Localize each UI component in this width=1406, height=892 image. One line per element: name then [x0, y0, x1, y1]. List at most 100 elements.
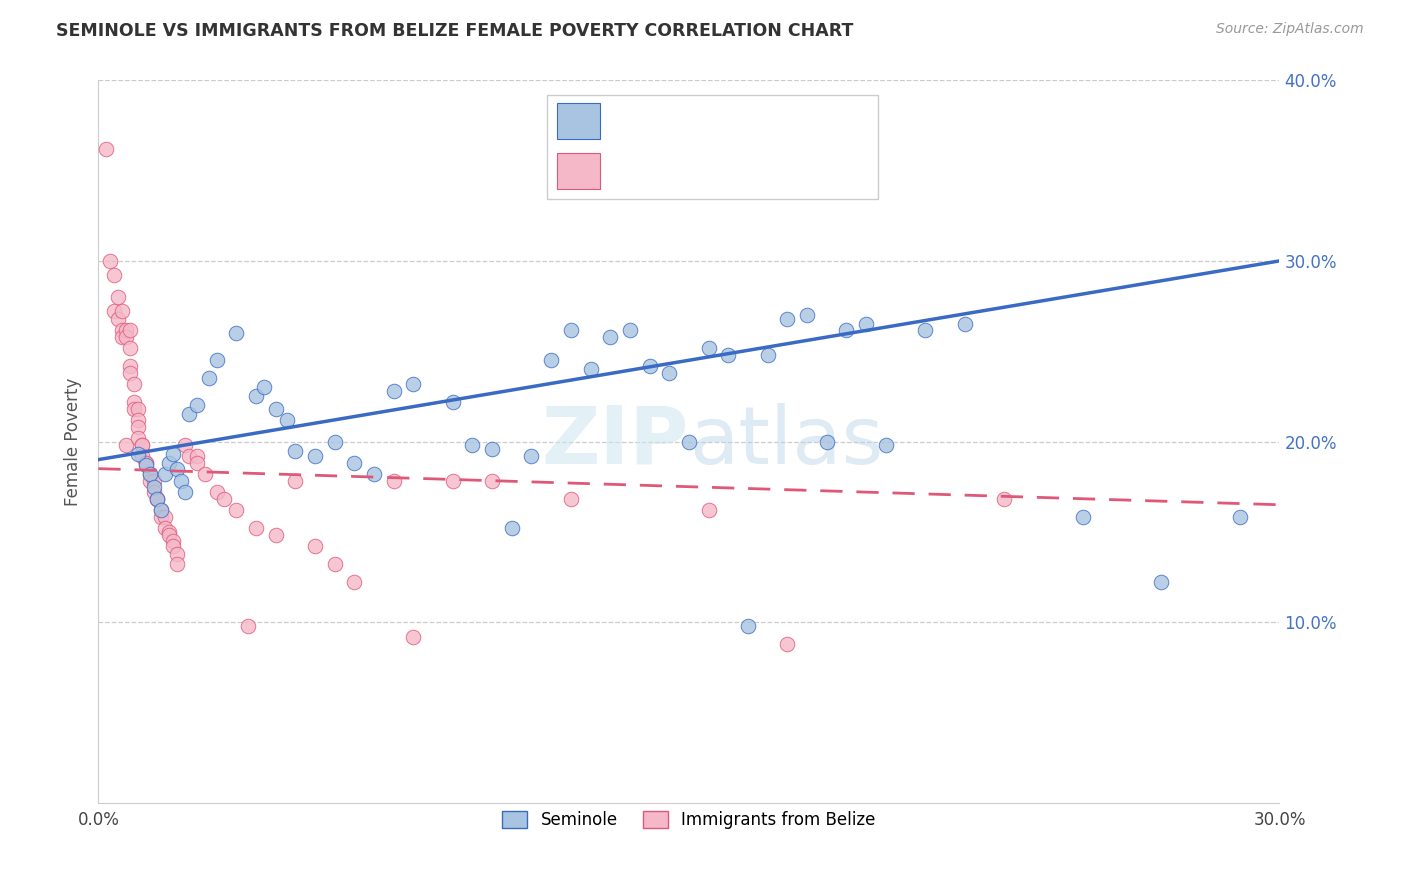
Point	[756, 348, 779, 362]
Point	[284, 475, 307, 489]
Point	[138, 467, 160, 481]
Point	[776, 311, 799, 326]
Point	[914, 322, 936, 336]
Point	[98, 254, 121, 268]
Point	[382, 384, 405, 398]
Point	[150, 510, 173, 524]
Point	[304, 539, 326, 553]
Point	[142, 485, 165, 500]
Point	[155, 467, 177, 481]
Point	[131, 438, 153, 452]
Point	[382, 475, 405, 489]
Legend: Seminole, Immigrants from Belize: Seminole, Immigrants from Belize	[494, 803, 884, 838]
Point	[157, 456, 180, 470]
Point	[205, 353, 228, 368]
Point	[166, 558, 188, 572]
Point	[323, 434, 346, 449]
Point	[138, 475, 160, 489]
Point	[127, 402, 149, 417]
Point	[796, 308, 818, 322]
Point	[1071, 510, 1094, 524]
Point	[127, 431, 149, 445]
Point	[323, 558, 346, 572]
Point	[343, 456, 366, 470]
Point	[111, 304, 134, 318]
Point	[103, 304, 125, 318]
Point	[107, 290, 129, 304]
Point	[658, 366, 681, 380]
Point	[146, 492, 169, 507]
Point	[177, 408, 200, 422]
Point	[441, 475, 464, 489]
Text: Source: ZipAtlas.com: Source: ZipAtlas.com	[1216, 22, 1364, 37]
Point	[835, 322, 858, 336]
Point	[127, 447, 149, 461]
Point	[540, 353, 562, 368]
Y-axis label: Female Poverty: Female Poverty	[65, 377, 83, 506]
Point	[157, 524, 180, 539]
Point	[96, 142, 118, 156]
Point	[481, 475, 503, 489]
Point	[599, 330, 621, 344]
Point	[678, 434, 700, 449]
Point	[166, 547, 188, 561]
Point	[162, 539, 184, 553]
Point	[150, 503, 173, 517]
Point	[253, 380, 276, 394]
Point	[118, 359, 141, 373]
Point	[103, 268, 125, 283]
Point	[264, 402, 287, 417]
Point	[737, 619, 759, 633]
Text: atlas: atlas	[689, 402, 883, 481]
Point	[815, 434, 838, 449]
Point	[461, 438, 484, 452]
Point	[135, 456, 157, 470]
Point	[214, 492, 236, 507]
Point	[118, 322, 141, 336]
Point	[122, 376, 145, 391]
Point	[402, 376, 425, 391]
Point	[186, 449, 208, 463]
Point	[138, 467, 160, 481]
Point	[131, 438, 153, 452]
Point	[1150, 575, 1173, 590]
Point	[579, 362, 602, 376]
Point	[284, 443, 307, 458]
Point	[560, 492, 582, 507]
Point	[166, 461, 188, 475]
Point	[194, 467, 217, 481]
Point	[170, 475, 193, 489]
Point	[276, 413, 298, 427]
Point	[115, 330, 138, 344]
Point	[174, 485, 197, 500]
Point	[697, 341, 720, 355]
Point	[186, 398, 208, 412]
Point	[142, 480, 165, 494]
Point	[560, 322, 582, 336]
Point	[638, 359, 661, 373]
Point	[501, 521, 523, 535]
Point	[619, 322, 641, 336]
Point	[155, 521, 177, 535]
Text: SEMINOLE VS IMMIGRANTS FROM BELIZE FEMALE POVERTY CORRELATION CHART: SEMINOLE VS IMMIGRANTS FROM BELIZE FEMAL…	[56, 22, 853, 40]
Point	[343, 575, 366, 590]
Point	[118, 366, 141, 380]
Point	[953, 317, 976, 331]
Point	[363, 467, 385, 481]
Point	[441, 394, 464, 409]
Point	[111, 330, 134, 344]
Point	[162, 533, 184, 548]
Point	[225, 326, 247, 340]
Point	[150, 503, 173, 517]
Point	[481, 442, 503, 456]
Text: ZIP: ZIP	[541, 402, 689, 481]
Point	[717, 348, 740, 362]
Point	[127, 420, 149, 434]
Point	[127, 413, 149, 427]
Point	[155, 510, 177, 524]
Point	[177, 449, 200, 463]
Point	[135, 456, 157, 470]
Point	[122, 394, 145, 409]
Point	[135, 458, 157, 472]
Point	[197, 371, 219, 385]
